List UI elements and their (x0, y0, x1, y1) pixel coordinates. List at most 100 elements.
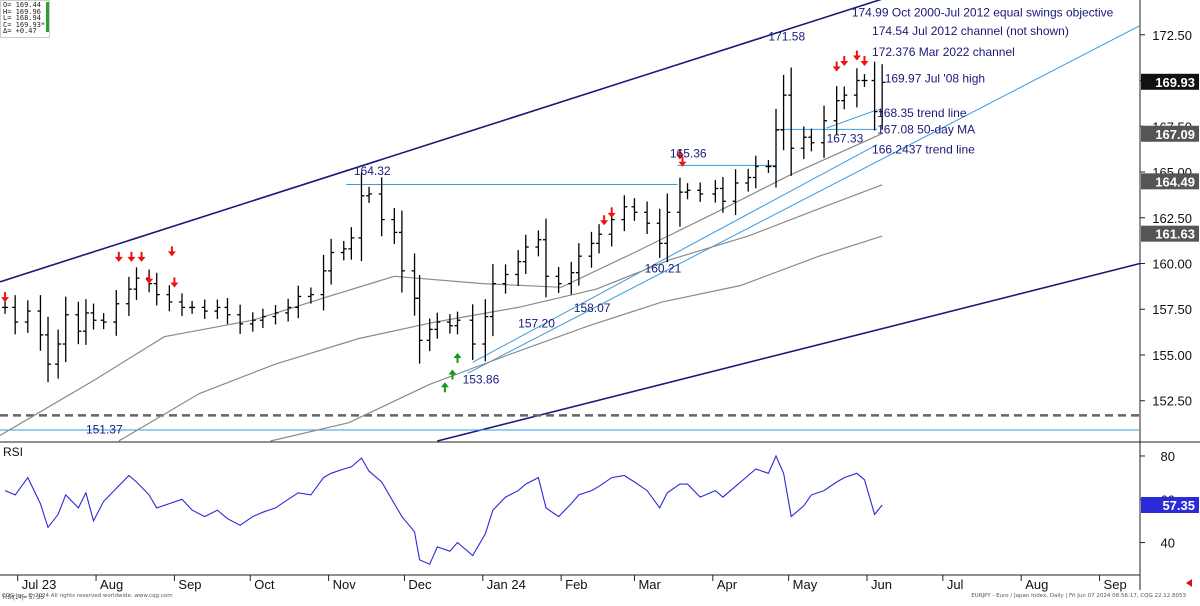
chart-annotation: 157.20 (518, 317, 555, 331)
price-label-box (1141, 173, 1199, 190)
time-tick-label: Dec (408, 577, 432, 592)
line-channel (437, 262, 1141, 442)
time-tick-label: Oct (254, 577, 275, 592)
time-tick-label: Aug (100, 577, 123, 592)
chart-annotation: 160.21 (645, 262, 682, 276)
sell-arrow-icon (127, 251, 136, 262)
sell-arrow-icon (860, 56, 869, 67)
time-tick-label: Apr (717, 577, 738, 592)
arrow-head (114, 256, 123, 262)
buy-arrow-icon (448, 369, 457, 380)
line-trend (472, 144, 878, 363)
arrow-head (170, 282, 179, 288)
ohlc-readout: O= 169.44 H= 169.96 L= 168.94 C= 169.93*… (0, 0, 50, 38)
price-tick-label: 152.50 (1152, 394, 1192, 409)
ohlc-high: H= 169.96 (3, 7, 41, 16)
arrow-head (852, 55, 861, 61)
sell-arrow-icon (145, 273, 154, 284)
arrow-head (840, 61, 849, 67)
footer-symbol-info: EURJPY - Euro / Japan Index, Daily | Fri… (971, 593, 1186, 599)
arrow-head (448, 369, 457, 375)
chart-annotation: 151.37 (86, 423, 123, 437)
sell-arrow-icon (114, 251, 123, 262)
moving-average-line (270, 235, 883, 442)
price-tick-label: 155.00 (1152, 348, 1192, 363)
chart-annotation: 167.33 (827, 132, 864, 146)
ohlc-low: L= 168.94 (3, 14, 41, 23)
sell-arrow-icon (852, 50, 861, 61)
arrow-head (167, 251, 176, 257)
buy-arrow-icon (440, 382, 449, 393)
rsi-line (4, 454, 883, 565)
arrow-head (832, 66, 841, 72)
moving-average-line (118, 184, 883, 442)
chart-annotation: 166.2437 trend line (872, 143, 975, 157)
chart-annotation: 153.86 (463, 372, 500, 386)
moving-average-line (0, 133, 883, 437)
price-label-box (1141, 73, 1199, 90)
rsi-readout: RSI(14)= 57.35 (3, 595, 45, 601)
sell-arrow-icon (600, 215, 609, 226)
arrow-head (127, 256, 136, 262)
time-tick-label: Aug (1025, 577, 1048, 592)
arrow-head (860, 61, 869, 67)
price-label-value: 164.49 (1155, 174, 1195, 189)
sell-arrow-icon (832, 61, 841, 72)
chart-annotation: 171.58 (768, 29, 805, 43)
sell-arrow-icon (678, 156, 687, 167)
arrow-head (607, 212, 616, 218)
ohlc-bars (2, 61, 886, 383)
line-trend (467, 25, 1141, 374)
arrow-head (440, 382, 449, 388)
ohlc-change-bar (46, 2, 49, 32)
time-tick-label: Sep (1104, 577, 1127, 592)
rsi-value-box (1141, 496, 1199, 513)
time-tick-label: May (793, 577, 818, 592)
chart-annotation: 165.36 (670, 146, 707, 160)
rsi-value-label: 57.35 (1162, 498, 1195, 513)
arrow-head (678, 161, 687, 167)
price-label-box (1141, 125, 1199, 142)
chart-annotation: 164.32 (354, 164, 391, 178)
price-tick-label: 157.50 (1152, 302, 1192, 317)
time-tick-label: Jul 23 (22, 577, 57, 592)
chart-annotation: 169.97 Jul '08 high (885, 71, 985, 85)
time-tick-label: Jan 24 (487, 577, 526, 592)
arrow-head (453, 352, 462, 358)
chart-annotation: 174.54 Jul 2012 channel (not shown) (872, 24, 1069, 38)
chart-annotation: 172.376 Mar 2022 channel (872, 45, 1015, 59)
sell-arrow-icon (840, 56, 849, 67)
price-label-value: 167.09 (1155, 127, 1195, 142)
arrow-head (1, 297, 10, 303)
time-tick-label: Feb (565, 577, 587, 592)
price-label-box (1141, 225, 1199, 242)
price-tick-label: 162.50 (1152, 211, 1192, 226)
line-trend (826, 109, 878, 129)
buy-arrow-icon (453, 352, 462, 363)
time-tick-label: Sep (178, 577, 201, 592)
sell-arrow-icon (170, 277, 179, 288)
chart-annotation: 174.99 Oct 2000-Jul 2012 equal swings ob… (852, 5, 1114, 19)
chart-annotation: 167.08 50-day MA (877, 123, 975, 137)
time-tick-label: Mar (638, 577, 661, 592)
rsi-title: RSI (3, 445, 23, 459)
arrow-head (600, 220, 609, 226)
scroll-right-icon[interactable] (1186, 579, 1192, 587)
price-label-value: 169.93 (1155, 75, 1195, 90)
time-tick-label: Jul (947, 577, 964, 592)
time-tick-label: Jun (871, 577, 892, 592)
rsi-tick-label: 40 (1161, 536, 1175, 551)
price-label-value: 161.63 (1155, 227, 1195, 242)
chart-annotation: 168.35 trend line (877, 106, 967, 120)
sell-arrow-icon (675, 149, 684, 160)
footer-copyright: CQG Inc. © 2024 All rights reserved worl… (2, 593, 173, 599)
price-tick-label: 160.00 (1152, 257, 1192, 272)
arrow-head (145, 278, 154, 284)
ohlc-change: Δ= +0.47 (3, 27, 37, 36)
arrow-head (137, 256, 146, 262)
ohlc-close: C= 169.93* (3, 20, 46, 29)
sell-arrow-icon (137, 251, 146, 262)
